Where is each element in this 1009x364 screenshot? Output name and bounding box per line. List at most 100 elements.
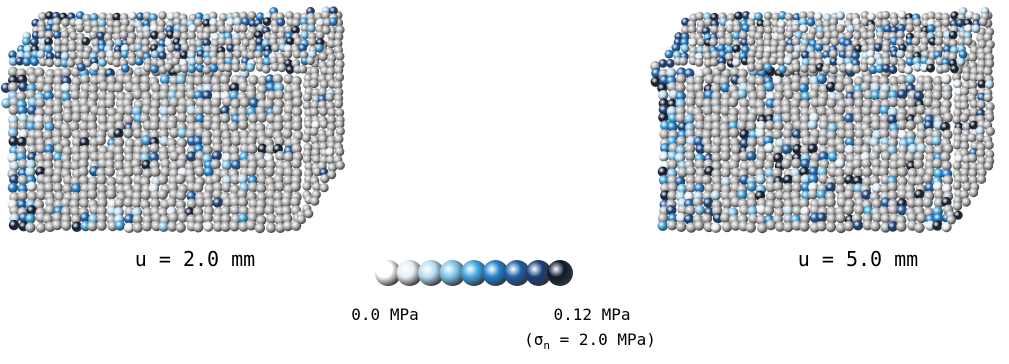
particle <box>867 57 876 66</box>
particle <box>177 113 187 123</box>
particle <box>187 64 196 73</box>
particle <box>941 64 950 73</box>
particle <box>792 51 801 60</box>
particle <box>977 100 986 109</box>
particle <box>676 74 686 84</box>
particle <box>755 174 765 184</box>
particle <box>984 93 993 102</box>
particle <box>307 24 316 33</box>
particle <box>286 65 295 74</box>
particle <box>22 37 31 46</box>
particle <box>835 158 845 168</box>
particle <box>737 89 747 99</box>
particle <box>959 50 968 59</box>
panel-label: u = 2.0 mm <box>135 247 255 271</box>
particle <box>659 151 669 161</box>
particle <box>826 98 836 108</box>
particle <box>940 152 950 162</box>
particle <box>720 151 730 161</box>
particle <box>734 12 743 21</box>
particle <box>962 197 971 206</box>
particle <box>720 213 730 223</box>
particle <box>728 97 738 107</box>
particle <box>953 79 962 88</box>
particle <box>291 158 301 168</box>
particle <box>825 197 835 207</box>
particle <box>836 11 845 20</box>
particle <box>61 220 71 230</box>
particle <box>133 166 143 176</box>
particle <box>77 63 86 72</box>
particle <box>246 63 255 72</box>
particle <box>985 141 994 150</box>
particle <box>853 113 863 123</box>
particle <box>277 18 286 27</box>
particle <box>96 221 106 231</box>
particle <box>879 90 889 100</box>
particle <box>310 108 319 117</box>
particle <box>239 24 248 33</box>
particle <box>61 128 71 138</box>
particle <box>862 167 872 177</box>
particle <box>193 182 203 192</box>
particle <box>255 223 265 233</box>
particle <box>325 93 334 102</box>
particle <box>310 197 319 206</box>
particle <box>158 11 167 20</box>
particle <box>308 38 317 47</box>
particle <box>977 175 986 184</box>
particle <box>722 222 732 232</box>
particle <box>274 90 284 100</box>
particle <box>897 167 907 177</box>
particle <box>264 167 274 177</box>
particle <box>874 43 883 52</box>
legend-sphere <box>547 260 573 286</box>
particle <box>45 58 54 67</box>
particle <box>897 89 907 99</box>
particle <box>238 120 248 130</box>
particle <box>672 43 681 52</box>
particle <box>923 174 933 184</box>
particle <box>914 176 924 186</box>
particle <box>782 144 792 154</box>
particle <box>667 159 677 169</box>
particle <box>135 57 144 66</box>
particle <box>881 11 890 20</box>
particle <box>278 63 287 72</box>
particle <box>320 183 329 192</box>
particle <box>817 97 827 107</box>
particle <box>71 112 81 122</box>
particle <box>335 73 344 82</box>
particle <box>808 120 818 130</box>
particle <box>210 64 219 73</box>
particle <box>890 57 899 66</box>
particle <box>300 31 309 40</box>
particle <box>37 50 46 59</box>
particle <box>115 220 125 230</box>
particle <box>941 74 951 84</box>
particle <box>247 144 257 154</box>
particle <box>262 65 271 74</box>
particle <box>906 120 916 130</box>
particle <box>675 113 685 123</box>
particle <box>764 205 774 215</box>
particle <box>923 197 933 207</box>
particle <box>87 189 97 199</box>
particle <box>27 181 37 191</box>
particle <box>286 37 295 46</box>
particle <box>932 90 942 100</box>
particle <box>220 113 230 123</box>
particle <box>298 65 307 74</box>
particle <box>195 166 205 176</box>
particle <box>732 45 741 54</box>
particle <box>263 17 272 26</box>
particle <box>818 136 828 146</box>
particle <box>97 175 107 185</box>
particle <box>799 221 809 231</box>
particle <box>852 65 861 74</box>
particle <box>175 174 185 184</box>
particle <box>711 223 721 233</box>
particle <box>835 213 845 223</box>
particle <box>124 167 134 177</box>
particle <box>105 98 115 108</box>
